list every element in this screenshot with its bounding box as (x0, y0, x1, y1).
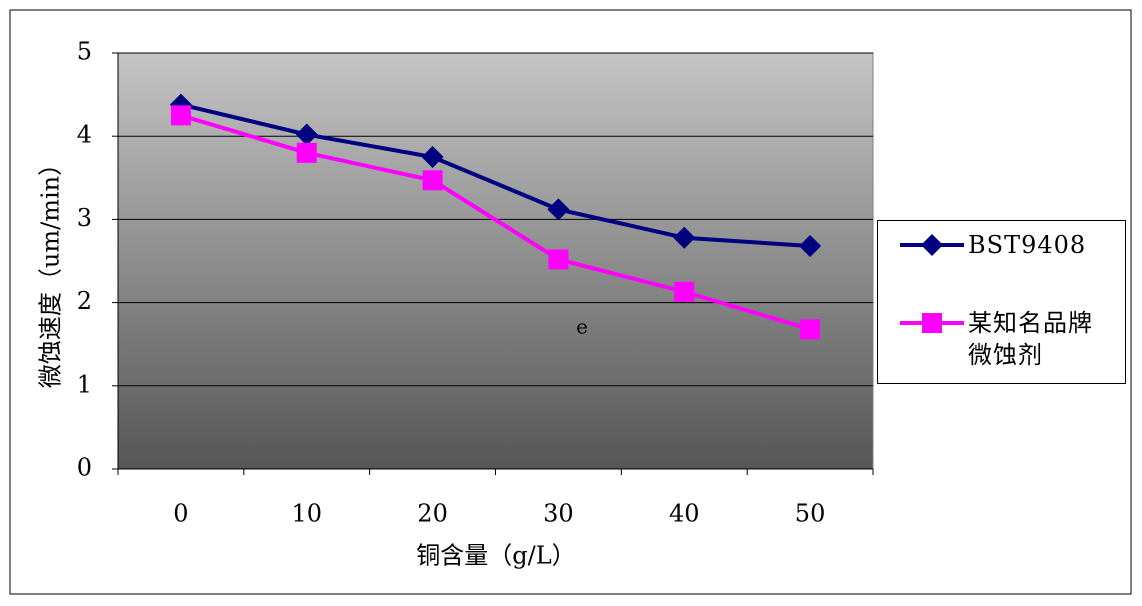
marker (800, 319, 821, 340)
legend-item: BST9408 (898, 229, 1098, 261)
marker (296, 142, 317, 163)
x-tick-label: 10 (291, 500, 322, 528)
x-tick-label: 0 (173, 500, 188, 528)
y-axis-title: 微蚀速度（um/min） (37, 152, 65, 388)
y-tick-label: 3 (77, 204, 92, 232)
series-line (180, 113, 811, 332)
marker (548, 249, 569, 270)
x-tick-label: 20 (417, 500, 448, 528)
legend-item: 某知名品牌微蚀剂 (898, 307, 1098, 371)
marker (921, 234, 943, 256)
plot-area (117, 52, 874, 470)
legend-swatch (900, 234, 964, 256)
legend-swatch (900, 313, 964, 333)
y-tick-label: 0 (77, 454, 92, 482)
x-tick-label: 30 (543, 500, 574, 528)
legend: BST9408 某知名品牌微蚀剂 (877, 220, 1126, 384)
x-axis-title: 铜含量（g/L） (416, 542, 575, 570)
marker (673, 226, 696, 249)
y-tick-label: 1 (77, 370, 92, 398)
x-tick-label: 50 (795, 500, 826, 528)
marker (295, 123, 318, 146)
y-tick-label: 4 (77, 121, 92, 149)
annotation: e (576, 315, 588, 339)
legend-label: 某知名品牌微蚀剂 (968, 309, 1093, 369)
marker (922, 313, 942, 333)
y-tick-label: 5 (77, 38, 92, 66)
y-tick-label: 2 (77, 287, 92, 315)
marker (170, 105, 191, 126)
marker (674, 281, 695, 302)
marker (422, 170, 443, 191)
marker (421, 146, 444, 168)
marker (547, 198, 570, 221)
marker (799, 235, 822, 258)
x-tick-label: 40 (669, 500, 700, 528)
legend-label: BST9408 (968, 231, 1087, 259)
series-line (180, 102, 811, 249)
